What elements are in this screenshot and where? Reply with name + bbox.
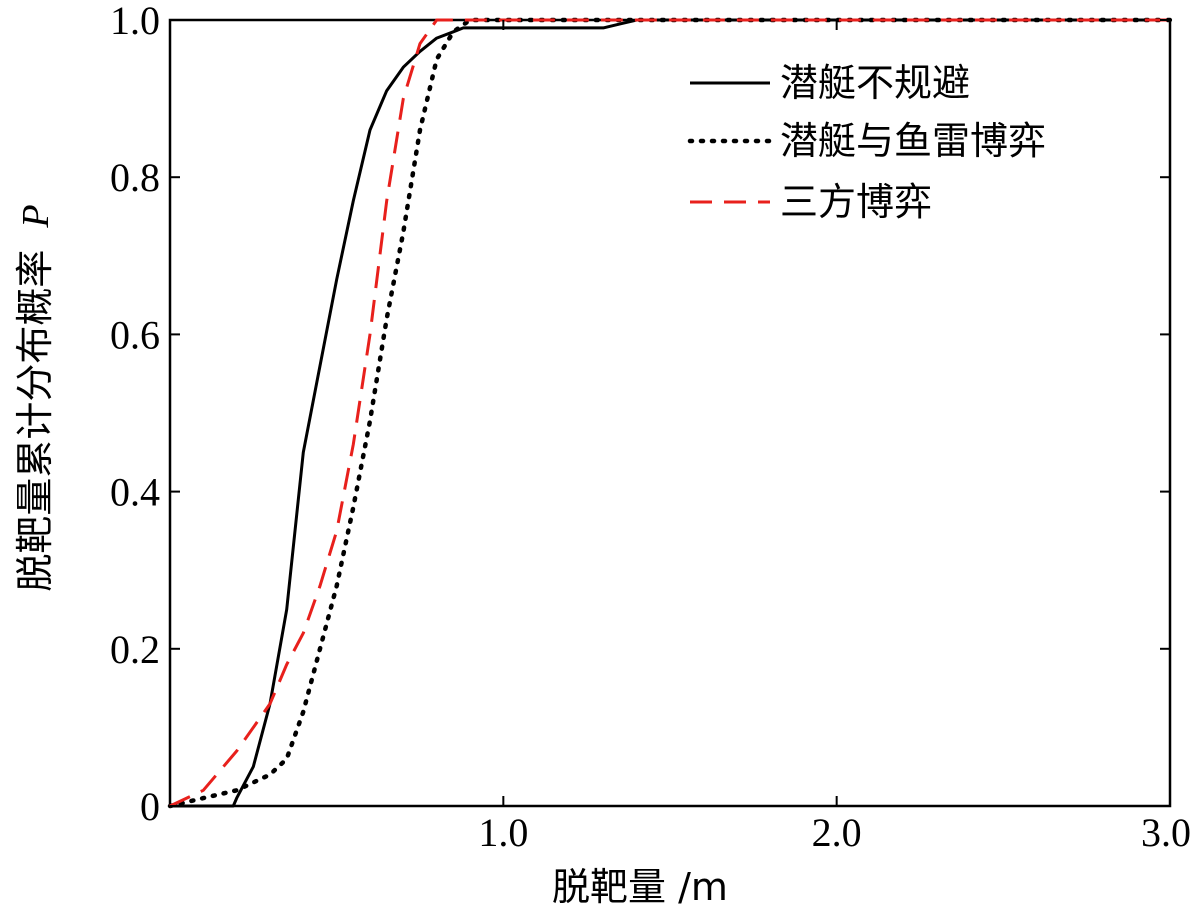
- x-tick-label: 2.0: [812, 810, 862, 855]
- legend-label-2: 潜艇与鱼雷博弈: [780, 119, 1046, 163]
- y-tick-label: 0.4: [110, 470, 160, 515]
- series-line-3: [169, 18, 1170, 808]
- x-axis-ticks: 1.0 2.0 3.0: [478, 20, 1191, 855]
- y-tick-label: 0.6: [110, 312, 160, 357]
- y-axis-title-text: 脱靶量累计分布概率: [13, 250, 57, 592]
- y-tick-label: 0.2: [110, 627, 160, 672]
- series-layer: [167, 17, 1173, 809]
- y-tick-label: 0.8: [110, 155, 160, 200]
- y-axis-title: 脱靶量累计分布概率 P: [13, 204, 57, 591]
- y-axis-ticks: 0 0.2 0.4 0.6 0.8 1.0: [110, 0, 1170, 829]
- y-tick-label: 0: [140, 784, 160, 829]
- y-tick-label: 1.0: [110, 0, 160, 43]
- y-axis-title-symbol: P: [15, 204, 57, 228]
- legend-label-1: 潜艇不规避: [780, 61, 970, 105]
- x-tick-label: 3.0: [1141, 810, 1191, 855]
- x-tick-label: 1.0: [478, 810, 528, 855]
- x-axis-title: 脱靶量 /m: [552, 865, 728, 909]
- series-line-1: [170, 18, 1170, 808]
- legend-label-3: 三方博弈: [780, 180, 932, 224]
